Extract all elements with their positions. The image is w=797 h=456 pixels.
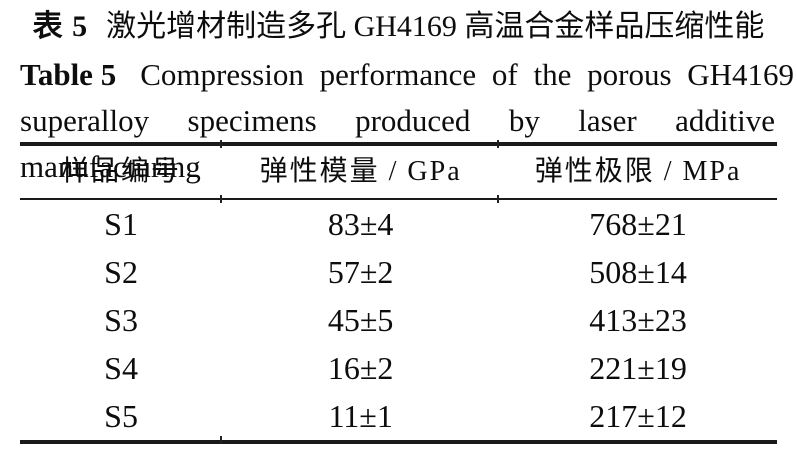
- table-row: S2 57±2 508±14: [20, 248, 777, 296]
- rule-tick: [497, 140, 499, 148]
- rule-tick: [220, 140, 222, 148]
- caption-english-line1: Table 5 Compression performance of the p…: [20, 52, 794, 98]
- cell-elastic-limit: 413±23: [589, 302, 687, 338]
- cell-elastic-limit: 217±12: [589, 398, 687, 434]
- column-header-elastic-limit: 弹性极限 / MPa: [534, 156, 742, 187]
- table-header-row: 样品编号 弹性模量 / GPa 弹性极限 / MPa: [20, 146, 777, 200]
- caption-zh-label: 表 5: [32, 10, 89, 43]
- cell-elastic-limit: 221±19: [589, 350, 687, 386]
- cell-elastic-modulus: 11±1: [328, 398, 393, 434]
- cell-elastic-modulus: 57±2: [327, 254, 394, 290]
- caption-english-line2: superalloy specimens produced by laser a…: [20, 103, 775, 184]
- cell-sample-id: S1: [104, 206, 138, 242]
- rule-tick: [497, 195, 499, 203]
- rule-tick: [220, 436, 222, 444]
- rule-tick: [220, 195, 222, 203]
- caption-zh-title: 激光增材制造多孔 GH4169 高温合金样品压缩性能: [106, 10, 765, 43]
- cell-sample-id: S3: [104, 302, 138, 338]
- column-header-sample-id: 样品编号: [61, 156, 182, 187]
- table-row: S4 16±2 221±19: [20, 344, 777, 392]
- caption-en-title-part1: Compression performance of the porous GH…: [140, 57, 795, 92]
- cell-elastic-modulus: 16±2: [327, 350, 394, 386]
- cell-elastic-modulus: 45±5: [327, 302, 394, 338]
- cell-sample-id: S2: [104, 254, 138, 290]
- cell-elastic-limit: 768±21: [589, 206, 687, 242]
- table-row: S1 83±4 768±21: [20, 200, 777, 248]
- cell-elastic-limit: 508±14: [589, 254, 687, 290]
- caption-chinese: 表 5 激光增材制造多孔 GH4169 高温合金样品压缩性能: [0, 4, 797, 50]
- caption-en-label: Table 5: [20, 57, 117, 92]
- cell-elastic-modulus: 83±4: [327, 206, 394, 242]
- cell-sample-id: S5: [104, 398, 138, 434]
- data-table: 样品编号 弹性模量 / GPa 弹性极限 / MPa S1 83±4 768±2…: [20, 140, 777, 444]
- cell-sample-id: S4: [104, 350, 138, 386]
- table-row: S3 45±5 413±23: [20, 296, 777, 344]
- column-header-elastic-modulus: 弹性模量 / GPa: [259, 156, 462, 187]
- table-row: S5 11±1 217±12: [20, 392, 777, 440]
